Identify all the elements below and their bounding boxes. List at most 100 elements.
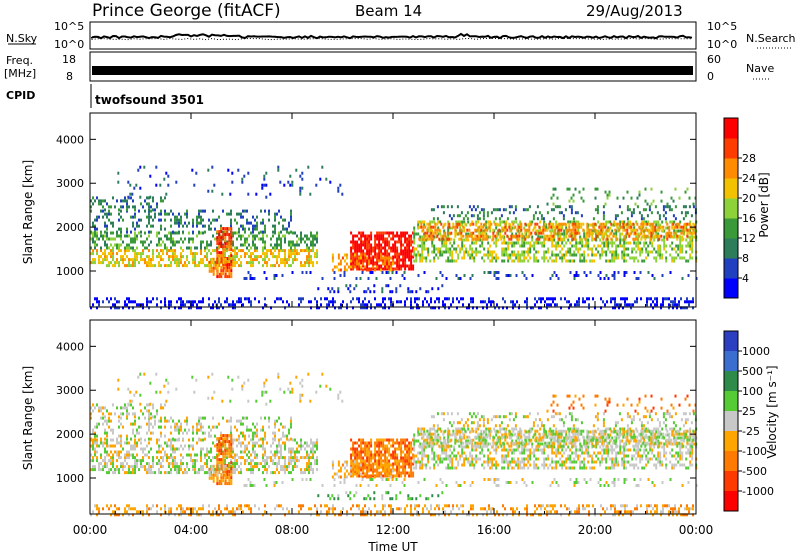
heatmap-cell [280, 240, 282, 244]
colorbar-swatch [724, 238, 738, 259]
heatmap-cell [542, 231, 545, 235]
heatmap-cell [246, 416, 248, 420]
heatmap-cell [268, 425, 270, 429]
heatmap-cell [580, 196, 583, 200]
heatmap-cell [266, 255, 268, 259]
heatmap-cell [150, 258, 152, 262]
heatmap-cell [314, 441, 316, 445]
heatmap-cell [631, 256, 634, 260]
heatmap-cell [653, 220, 656, 224]
heatmap-cell [381, 290, 384, 294]
heatmap-cell [290, 471, 292, 475]
heatmap-cell [447, 235, 450, 239]
heatmap-cell [384, 249, 387, 253]
heatmap-cell [240, 431, 242, 435]
heatmap-cell [106, 246, 108, 250]
heatmap-cell [565, 241, 568, 245]
heatmap-cell [362, 471, 365, 475]
heatmap-cell [104, 252, 106, 256]
heatmap-cell [686, 300, 688, 304]
heatmap-cell [120, 441, 122, 445]
heatmap-cell [365, 256, 368, 260]
heatmap-cell [466, 217, 469, 221]
heatmap-cell [563, 244, 566, 248]
heatmap-cell [337, 253, 340, 257]
heatmap-cell [569, 220, 572, 224]
heatmap-cell [645, 226, 648, 230]
heatmap-cell [537, 250, 540, 254]
heatmap-cell [241, 180, 244, 184]
heatmap-cell [234, 462, 236, 466]
heatmap-cell [637, 247, 640, 251]
heatmap-cell [487, 253, 490, 257]
heatmap-cell [569, 232, 572, 236]
heatmap-cell [163, 177, 166, 181]
heatmap-cell [227, 168, 230, 172]
colorbar-swatch [724, 138, 738, 159]
heatmap-cell [308, 255, 310, 259]
heatmap-cell [110, 438, 112, 442]
heatmap-cell [228, 227, 231, 231]
heatmap-cell [112, 462, 114, 466]
heatmap-cell [482, 237, 485, 241]
nave-tick-top: 60 [707, 53, 721, 66]
heatmap-cell [194, 465, 196, 469]
heatmap-cell [192, 221, 194, 225]
heatmap-cell [126, 412, 128, 416]
heatmap-cell [176, 447, 178, 451]
heatmap-cell [304, 234, 306, 238]
heatmap-cell [523, 253, 526, 257]
heatmap-cell [577, 250, 580, 254]
heatmap-cell [224, 464, 227, 468]
heatmap-cell [365, 268, 368, 272]
heatmap-cell [254, 218, 256, 222]
heatmap-cell [158, 462, 160, 466]
heatmap-cell [208, 470, 211, 474]
heatmap-cell [376, 261, 379, 265]
heatmap-cell [220, 251, 223, 255]
heatmap-cell [363, 290, 366, 294]
heatmap-cell [132, 431, 134, 435]
heatmap-cell [363, 259, 366, 263]
heatmap-cell [224, 443, 227, 447]
heatmap-cell [459, 277, 462, 280]
heatmap-cell [170, 438, 172, 442]
heatmap-cell [472, 214, 475, 218]
heatmap-cell [409, 290, 412, 294]
heatmap-cell [224, 245, 227, 249]
heatmap-cell [314, 459, 316, 463]
heatmap-cell [194, 255, 196, 259]
heatmap-cell [276, 465, 278, 469]
heatmap-cell [635, 241, 638, 245]
heatmap-cell [204, 264, 206, 268]
heatmap-cell [459, 220, 462, 224]
heatmap-cell [250, 462, 252, 466]
heatmap-cell [168, 438, 170, 442]
heatmap-cell [94, 234, 96, 238]
heatmap-cell [96, 300, 98, 304]
heatmap-cell [666, 297, 668, 301]
heatmap-cell [188, 246, 190, 250]
heatmap-cell [404, 258, 407, 262]
heatmap-cell [677, 253, 680, 257]
heatmap-cell [106, 450, 108, 454]
heatmap-cell [178, 471, 180, 475]
heatmap-cell [237, 168, 240, 172]
heatmap-cell [94, 431, 96, 435]
heatmap-cell [619, 235, 622, 239]
heatmap-cell [234, 252, 236, 256]
heatmap-cell [128, 249, 130, 253]
heatmap-cell [134, 215, 136, 219]
heatmap-cell [633, 271, 636, 274]
heatmap-cell [513, 226, 516, 230]
heatmap-cell [406, 240, 409, 244]
heatmap-cell [184, 264, 186, 268]
heatmap-cell [218, 251, 221, 255]
heatmap-cell [631, 247, 634, 251]
heatmap-cell [170, 431, 172, 435]
heatmap-cell [367, 262, 370, 266]
heatmap-cell [490, 222, 493, 226]
heatmap-cell [337, 268, 340, 272]
heatmap-cell [186, 212, 188, 216]
heatmap-cell [527, 247, 530, 251]
